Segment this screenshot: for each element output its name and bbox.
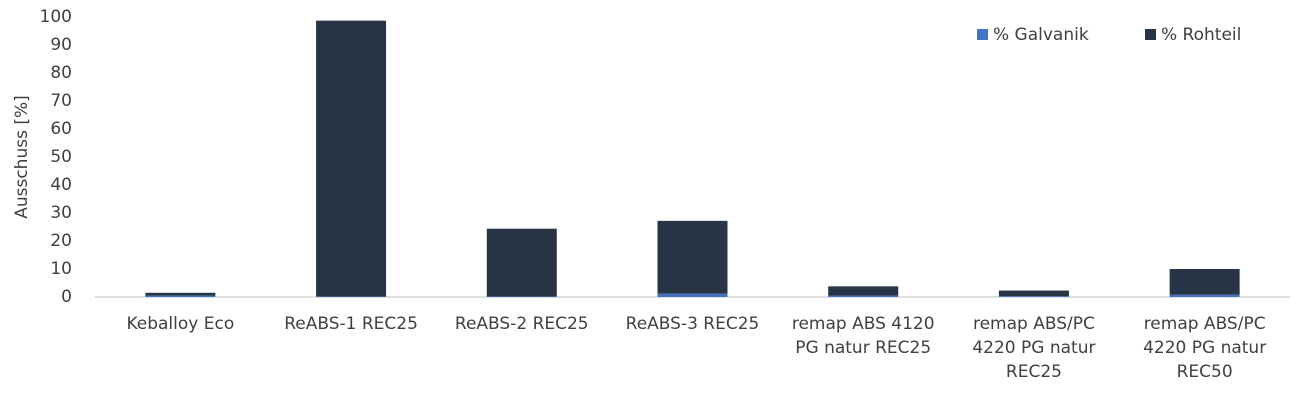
bar-segment bbox=[657, 293, 728, 297]
x-tick-label: ReABS-3 REC25 bbox=[625, 314, 760, 334]
y-tick-label: 40 bbox=[50, 175, 72, 195]
bar-segment bbox=[486, 296, 557, 297]
bar-segment bbox=[486, 228, 557, 297]
bar-segment bbox=[145, 292, 216, 296]
y-tick-label: 60 bbox=[50, 119, 72, 139]
x-tick-label: remap ABS 4120 PG natur REC25 bbox=[791, 314, 935, 358]
bar-segment bbox=[657, 220, 728, 294]
x-tick-label: Keballoy Eco bbox=[126, 314, 235, 334]
bar-segment bbox=[828, 286, 899, 296]
bar-segment bbox=[316, 296, 387, 297]
bar-segment bbox=[145, 295, 216, 297]
y-tick-label: 90 bbox=[50, 35, 72, 55]
legend-swatch bbox=[977, 29, 988, 40]
bar-segment bbox=[998, 296, 1069, 297]
x-tick-label: remap ABS/PC 4220 PG natur REC50 bbox=[1143, 314, 1267, 382]
y-axis-label: Ausschuss [%] bbox=[12, 95, 32, 219]
bar-segment bbox=[828, 295, 899, 297]
legend-swatch bbox=[1145, 29, 1156, 40]
y-tick-label: 0 bbox=[61, 287, 72, 307]
y-tick-label: 10 bbox=[50, 259, 72, 279]
y-tick-label: 100 bbox=[40, 7, 72, 27]
legend-label: % Galvanik bbox=[993, 25, 1089, 45]
y-tick-label: 30 bbox=[50, 203, 72, 223]
x-tick-label: ReABS-2 REC25 bbox=[454, 314, 589, 334]
x-tick-label: ReABS-1 REC25 bbox=[284, 314, 418, 334]
y-tick-label: 80 bbox=[50, 63, 72, 83]
x-tick-label: remap ABS/PC 4220 PG natur REC25 bbox=[972, 314, 1096, 382]
bar-segment bbox=[1169, 294, 1240, 297]
bar-segment bbox=[316, 20, 387, 297]
bar-segment bbox=[1169, 269, 1240, 295]
y-tick-label: 20 bbox=[50, 231, 72, 251]
legend-label: % Rohteil bbox=[1161, 25, 1241, 45]
bar-segment bbox=[998, 290, 1069, 297]
y-tick-label: 50 bbox=[50, 147, 72, 167]
y-tick-label: 70 bbox=[50, 91, 72, 111]
